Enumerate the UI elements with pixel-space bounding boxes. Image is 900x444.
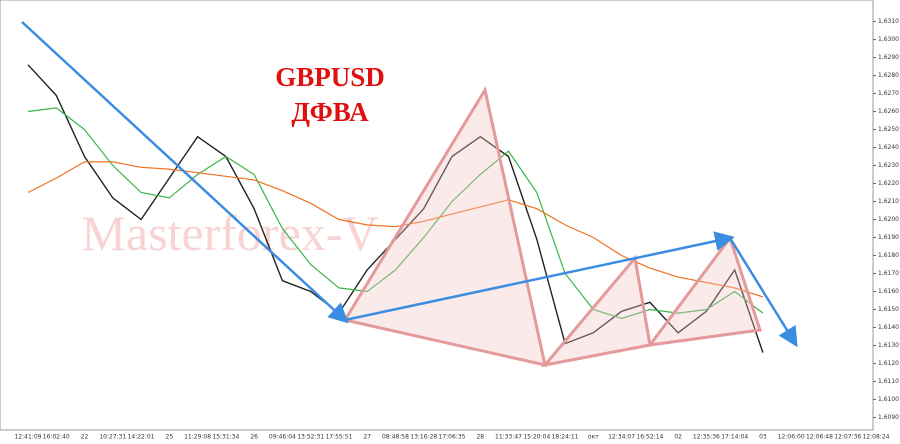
y-tick-label: 1,6170 (878, 270, 899, 277)
plot-area (0, 0, 874, 431)
x-tick-label: 22 (81, 434, 89, 441)
x-tick-label: 12:07:36 (834, 434, 861, 441)
annotation-title: GBPUSD (275, 62, 385, 92)
x-tick-label: окт (588, 434, 599, 441)
y-tick-label: 1,6250 (878, 126, 899, 133)
x-tick-label: 13:16:28 (410, 434, 437, 441)
y-tick-label: 1,6200 (878, 216, 899, 223)
x-tick-label: 12:06:48 (806, 434, 833, 441)
y-tick-label: 1,6110 (878, 378, 899, 385)
x-tick-label: 12:08:24 (863, 434, 890, 441)
x-tick-label: 12:41:09 (15, 434, 42, 441)
x-tick-label: 16:02:40 (43, 434, 70, 441)
x-tick-label: 28 (476, 434, 484, 441)
pattern-triangle (541, 254, 652, 368)
y-tick-label: 1,6150 (878, 306, 899, 313)
x-tick-label: 27 (363, 434, 371, 441)
y-tick-label: 1,6090 (878, 414, 899, 421)
x-tick-label: 13:52:31 (297, 434, 324, 441)
y-tick-label: 1,6210 (878, 198, 899, 205)
x-tick-label: 12:34:07 (608, 434, 635, 441)
x-tick-label: 02 (674, 434, 682, 441)
x-tick-label: 25 (166, 434, 174, 441)
annotation-subtitle: ДФВА (291, 97, 369, 127)
pattern-triangle (342, 86, 547, 367)
x-tick-label: 11:33:47 (495, 434, 522, 441)
trend-arrow (21, 21, 349, 324)
y-tick-label: 1,6190 (878, 234, 899, 241)
y-tick-label: 1,6300 (878, 36, 899, 43)
x-tick-label: 14:22:01 (128, 434, 155, 441)
x-tick-label: 26 (250, 434, 258, 441)
price-line (27, 107, 764, 320)
x-tick-label: 18:24:11 (552, 434, 579, 441)
y-tick-label: 1,6140 (878, 324, 899, 331)
y-tick-label: 1,6100 (878, 396, 899, 403)
y-tick-label: 1,6220 (878, 180, 899, 187)
y-tick-label: 1,6160 (878, 288, 899, 295)
x-tick-label: 15:20:04 (523, 434, 550, 441)
y-tick-label: 1,6240 (878, 144, 899, 151)
x-tick-label: 08:48:58 (382, 434, 409, 441)
price-line (27, 161, 764, 298)
y-tick-label: 1,6270 (878, 90, 899, 97)
x-tick-label: 12:06:00 (778, 434, 805, 441)
x-tick-label: 10:27:31 (99, 434, 126, 441)
y-tick-label: 1,6230 (878, 162, 899, 169)
x-tick-label: 15:31:34 (212, 434, 239, 441)
x-tick-label: 09:46:04 (269, 434, 296, 441)
y-tick-label: 1,6120 (878, 360, 899, 367)
x-tick-label: 17:06:35 (439, 434, 466, 441)
x-tick-label: 03 (759, 434, 767, 441)
y-tick-label: 1,6260 (878, 108, 899, 115)
y-tick-label: 1,6180 (878, 252, 899, 259)
y-tick-label: 1,6290 (878, 54, 899, 61)
x-tick-label: 16:52:14 (636, 434, 663, 441)
trend-arrow (344, 231, 735, 322)
x-tick-label: 11:29:08 (184, 434, 211, 441)
x-tick-label: 17:14:04 (721, 434, 748, 441)
y-tick-label: 1,6130 (878, 342, 899, 349)
x-tick-label: 12:35:36 (693, 434, 720, 441)
pattern-triangle (646, 234, 762, 347)
x-tick-label: 17:55:51 (325, 434, 352, 441)
y-tick-label: 1,6310 (878, 18, 899, 25)
trend-arrow (728, 237, 798, 348)
y-tick-label: 1,6280 (878, 72, 899, 79)
